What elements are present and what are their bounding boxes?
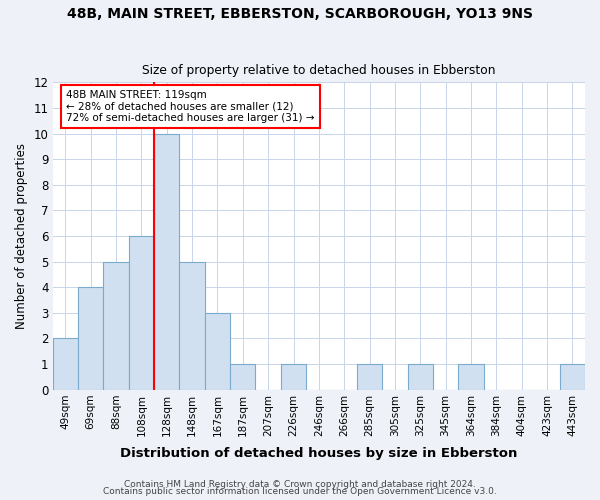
Bar bbox=[357, 364, 382, 390]
Y-axis label: Number of detached properties: Number of detached properties bbox=[15, 143, 28, 329]
X-axis label: Distribution of detached houses by size in Ebberston: Distribution of detached houses by size … bbox=[120, 447, 518, 460]
Bar bbox=[230, 364, 256, 390]
Text: 48B MAIN STREET: 119sqm
← 28% of detached houses are smaller (12)
72% of semi-de: 48B MAIN STREET: 119sqm ← 28% of detache… bbox=[66, 90, 314, 123]
Bar bbox=[407, 364, 433, 390]
Text: Contains public sector information licensed under the Open Government Licence v3: Contains public sector information licen… bbox=[103, 488, 497, 496]
Bar bbox=[78, 287, 103, 390]
Bar bbox=[458, 364, 484, 390]
Bar bbox=[179, 262, 205, 390]
Bar bbox=[560, 364, 585, 390]
Bar bbox=[129, 236, 154, 390]
Bar bbox=[281, 364, 306, 390]
Bar bbox=[53, 338, 78, 390]
Text: 48B, MAIN STREET, EBBERSTON, SCARBOROUGH, YO13 9NS: 48B, MAIN STREET, EBBERSTON, SCARBOROUGH… bbox=[67, 8, 533, 22]
Bar bbox=[154, 134, 179, 390]
Bar bbox=[103, 262, 129, 390]
Text: Contains HM Land Registry data © Crown copyright and database right 2024.: Contains HM Land Registry data © Crown c… bbox=[124, 480, 476, 489]
Bar bbox=[205, 313, 230, 390]
Title: Size of property relative to detached houses in Ebberston: Size of property relative to detached ho… bbox=[142, 64, 496, 77]
